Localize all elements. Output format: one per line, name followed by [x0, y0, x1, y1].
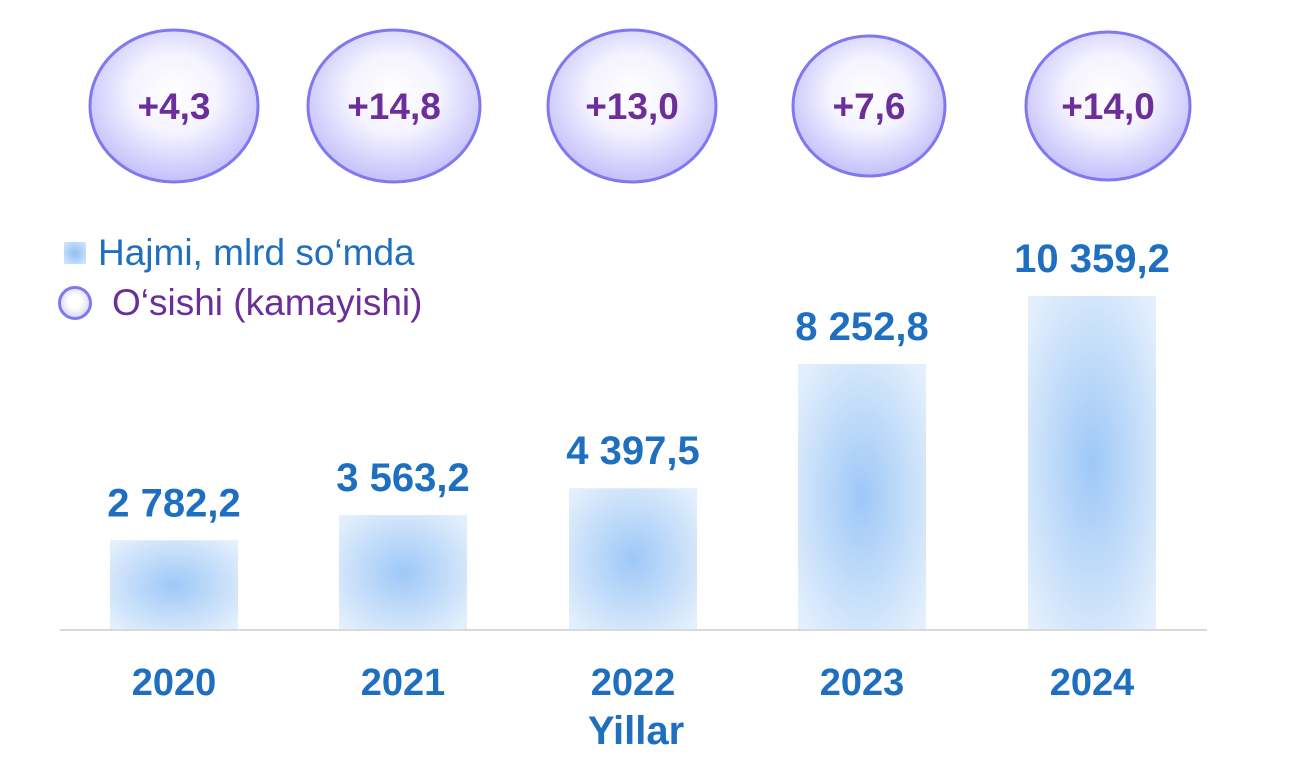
- growth-bubble-2023: [791, 34, 947, 178]
- growth-label-2022: +13,0: [585, 86, 679, 127]
- growth-bubble-2020: [88, 28, 260, 184]
- bar-2021: [339, 515, 467, 630]
- legend-item-volume: Hajmi, mlrd so‘mda: [58, 228, 422, 278]
- x-tick-2024: 2024: [1050, 662, 1135, 704]
- bars: 2 782,2 3 563,2 4 397,5 8 252,8 10 359,2: [107, 237, 1170, 630]
- bar-value-label-2024: 10 359,2: [1014, 237, 1170, 281]
- growth-bubble-2021: [306, 28, 482, 184]
- bar-2020: [110, 540, 238, 630]
- legend-label-volume: Hajmi, mlrd so‘mda: [98, 232, 415, 273]
- bar-value-label-2022: 4 397,5: [566, 429, 699, 473]
- x-tick-2022: 2022: [591, 662, 676, 704]
- x-tick-2023: 2023: [820, 662, 905, 704]
- growth-label-2021: +14,8: [347, 86, 441, 127]
- bar-value-label-2021: 3 563,2: [336, 456, 469, 500]
- legend-item-growth: O‘sishi (kamayishi): [58, 278, 422, 328]
- legend: Hajmi, mlrd so‘mda O‘sishi (kamayishi): [58, 228, 422, 328]
- growth-label-2024: +14,0: [1061, 86, 1155, 127]
- x-tick-2021: 2021: [361, 662, 446, 704]
- x-tick-2020: 2020: [132, 662, 217, 704]
- legend-label-growth: O‘sishi (kamayishi): [112, 282, 423, 323]
- x-axis-title: Yillar: [588, 709, 684, 753]
- x-tick-labels: 2020 2021 2022 2023 2024: [132, 662, 1135, 704]
- growth-bubbles: +4,3 +14,8 +13,0 +7,6 +14,0: [88, 28, 1192, 184]
- growth-label-2023: +7,6: [832, 86, 905, 127]
- growth-label-2020: +4,3: [137, 86, 210, 127]
- bar-swatch-icon: [64, 242, 86, 264]
- growth-bubble-2024: [1024, 30, 1192, 182]
- bar-2024: [1028, 296, 1156, 630]
- bar-2023: [798, 363, 926, 630]
- growth-bubble-2022: [546, 28, 718, 184]
- bar-value-label-2023: 8 252,8: [795, 305, 928, 349]
- circle-swatch-icon: [58, 286, 92, 320]
- bar-value-label-2020: 2 782,2: [107, 481, 240, 525]
- bar-2022: [569, 488, 697, 630]
